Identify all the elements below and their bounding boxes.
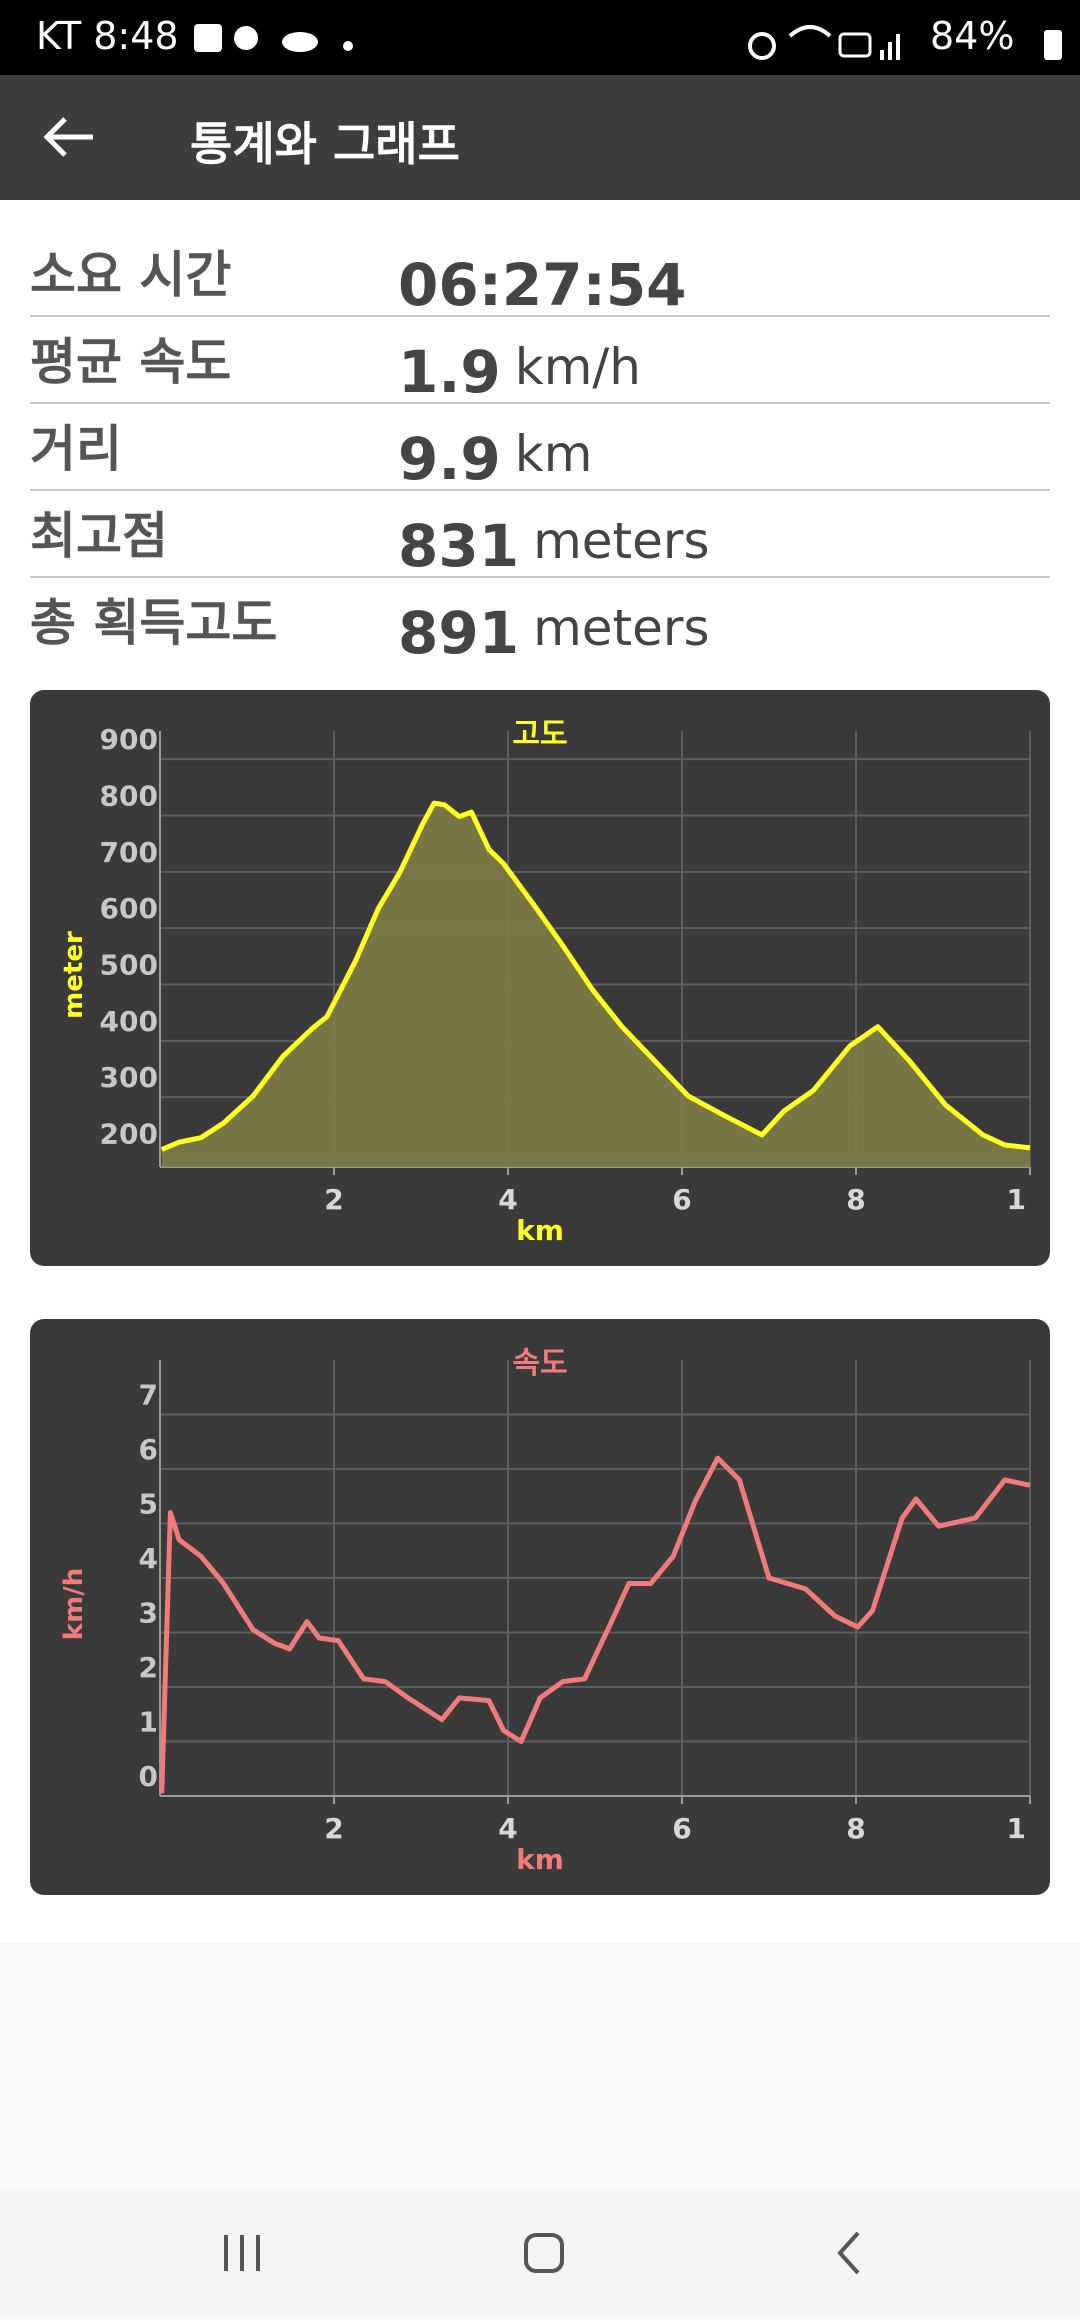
app-bar: 통계와 그래프 <box>0 75 1080 200</box>
y-tick-label: 6 <box>139 1433 158 1466</box>
y-tick-label: 1 <box>139 1706 158 1739</box>
y-tick-label: 3 <box>139 1597 158 1630</box>
y-tick-label: 300 <box>100 1061 158 1094</box>
y-tick-label: 4 <box>139 1542 158 1575</box>
nav-buttons <box>224 2231 860 2275</box>
x-tick-label: 2 <box>324 1812 343 1845</box>
stat-number: 831 <box>398 512 520 580</box>
stat-label: 소요 시간 <box>30 246 232 304</box>
content: 소요 시간 06:27:54 평균 속도 1.9 km/h 거리 9.9 km 최고점 831 me… <box>0 200 1080 1943</box>
y-tick-label: 5 <box>139 1488 158 1521</box>
line <box>159 1455 1031 1794</box>
stat-label: 최고점 <box>30 507 168 565</box>
stat-unit: meters <box>533 599 710 657</box>
recent-apps-button[interactable] <box>224 2235 260 2271</box>
stat-row: 최고점 831 meters <box>30 489 1050 580</box>
x-axis-label: km <box>516 1214 564 1247</box>
status-icons-right <box>748 25 900 60</box>
y-tick-label: 400 <box>100 1005 158 1038</box>
status-bar: KT 8:48 84% <box>0 0 1080 75</box>
y-tick-label: 2 <box>139 1651 158 1684</box>
chart-card: 0 1 2 3 4 5 6 7 2 4 6 8 1 속도 km km/h <box>30 1319 1050 1895</box>
stat-unit: meters <box>533 512 710 570</box>
y-tick-label: 0 <box>139 1760 158 1793</box>
x-tick-label: 6 <box>672 1812 691 1845</box>
stat-row: 평균 속도 1.9 km/h <box>30 315 1050 406</box>
chart: 0 1 2 3 4 5 6 7 2 4 6 8 1 속도 km km/h <box>59 1346 1031 1876</box>
battery-icon <box>1044 30 1062 60</box>
stat-value: 1.9 km/h <box>398 338 641 406</box>
y-tick-label: 500 <box>100 948 158 981</box>
stat-number: 9.9 <box>398 425 501 493</box>
stat-value: 891 meters <box>398 599 710 667</box>
stat-label: 평균 속도 <box>30 333 232 391</box>
stat-row: 소요 시간 06:27:54 <box>30 228 1050 319</box>
stat-row: 총 획득고도 891 meters <box>30 576 1050 667</box>
x-axis-label: km <box>516 1843 564 1876</box>
x-tick-label: 2 <box>324 1183 343 1216</box>
x-tick-label: 6 <box>672 1183 691 1216</box>
y-tick-label: 600 <box>100 892 158 925</box>
battery-text: 84% <box>930 14 1015 58</box>
stat-value: 831 meters <box>398 512 710 580</box>
stat-unit: km <box>514 425 593 483</box>
y-tick-label: 800 <box>100 779 158 812</box>
chart-title: 고도 <box>512 717 567 752</box>
back-button[interactable] <box>35 97 115 177</box>
chart-title: 속도 <box>512 1346 567 1381</box>
x-tick-label: 1 <box>1007 1183 1026 1216</box>
stat-number: 1.9 <box>398 338 501 406</box>
stat-unit: km/h <box>514 338 641 396</box>
app-title: 통계와 그래프 <box>190 117 460 171</box>
status-icons <box>194 24 353 52</box>
y-tick-label: 700 <box>100 836 158 869</box>
stat-value: 06:27:54 <box>398 251 687 319</box>
area-fill <box>161 803 1030 1167</box>
stat-label: 총 획득고도 <box>30 594 278 652</box>
chart-card: 200 300 400 500 600 700 800 900 2 4 6 8 1 고도 km meter <box>30 690 1050 1266</box>
status-time: KT 8:48 <box>36 14 179 58</box>
stat-row: 거리 9.9 km <box>30 402 1050 493</box>
home-button[interactable] <box>524 2233 564 2273</box>
x-tick-label: 1 <box>1007 1812 1026 1845</box>
x-tick-label: 8 <box>846 1183 865 1216</box>
y-axis-label: km/h <box>59 1568 89 1640</box>
x-tick-label: 8 <box>846 1812 865 1845</box>
stat-number: 891 <box>398 599 520 667</box>
x-tick-label: 4 <box>498 1183 517 1216</box>
stat-number: 06:27:54 <box>398 251 687 319</box>
back-nav-button[interactable] <box>837 2231 860 2275</box>
y-tick-label: 200 <box>100 1117 158 1150</box>
y-tick-label: 900 <box>100 723 158 756</box>
line <box>160 800 1031 1152</box>
y-axis-label: meter <box>59 931 89 1019</box>
y-tick-label: 7 <box>139 1379 158 1412</box>
stat-value: 9.9 km <box>398 425 592 493</box>
chart: 200 300 400 500 600 700 800 900 2 4 6 8 1 고도 km meter <box>59 717 1031 1247</box>
nav-bar <box>0 2191 1080 2316</box>
x-tick-label: 4 <box>498 1812 517 1845</box>
stat-label: 거리 <box>30 420 122 478</box>
